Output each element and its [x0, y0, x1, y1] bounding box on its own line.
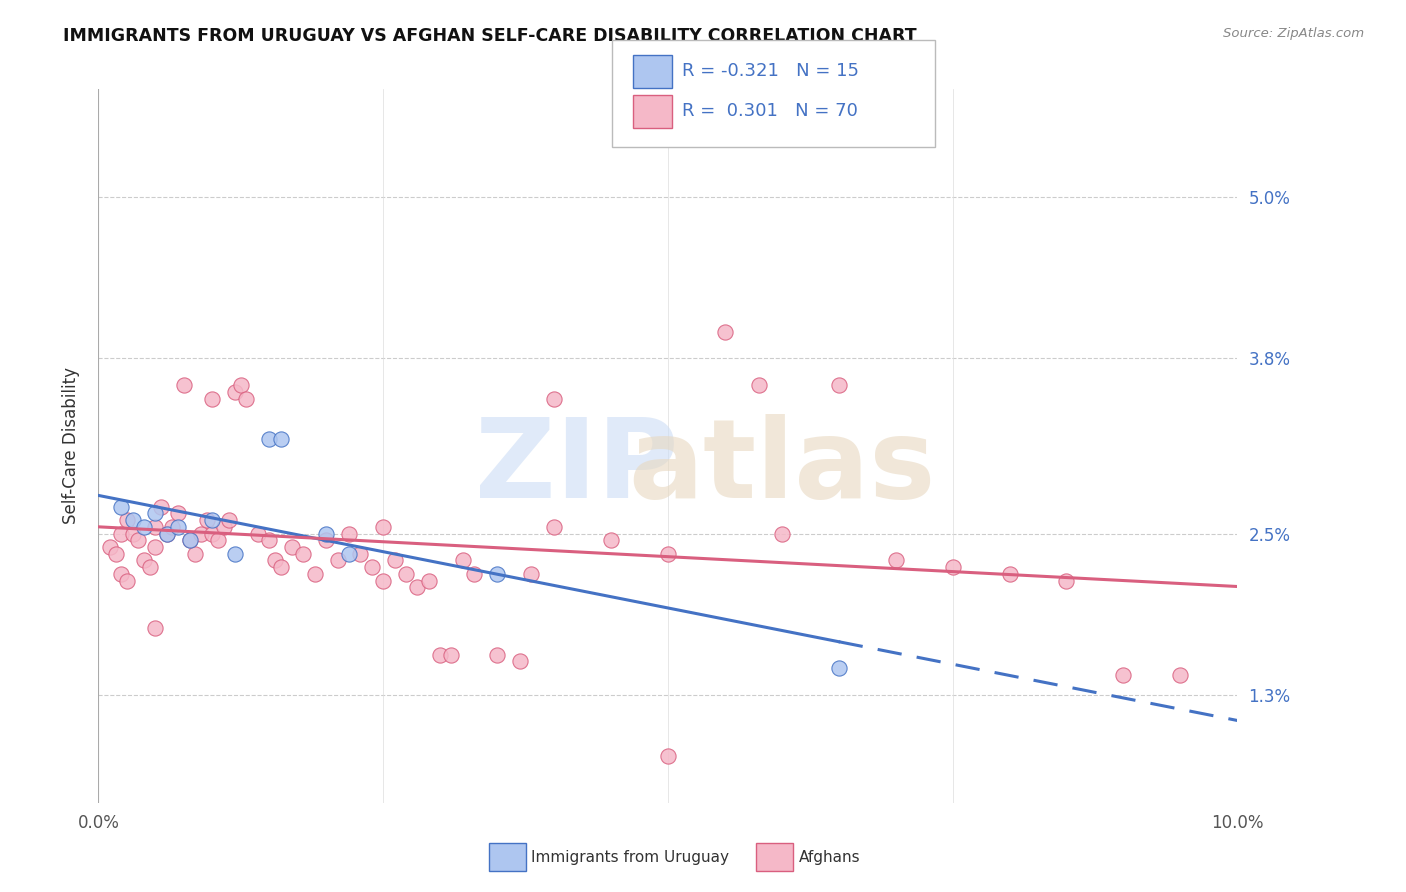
Text: Source: ZipAtlas.com: Source: ZipAtlas.com	[1223, 27, 1364, 40]
Point	[156, 526, 179, 541]
Text: R = -0.321   N = 15: R = -0.321 N = 15	[682, 62, 859, 80]
Point	[150, 500, 173, 514]
Point	[418, 574, 440, 588]
Point	[207, 533, 229, 548]
Point	[337, 526, 360, 541]
Point	[138, 560, 160, 574]
Point	[371, 574, 394, 588]
Point	[1056, 574, 1078, 588]
Point	[429, 648, 451, 662]
Point	[657, 748, 679, 763]
Point	[167, 506, 190, 520]
Point	[1170, 668, 1192, 682]
Point	[486, 566, 509, 581]
Point	[201, 392, 224, 406]
Point	[224, 385, 246, 400]
Point	[235, 392, 257, 406]
Point	[132, 520, 155, 534]
Point	[520, 566, 543, 581]
Point	[201, 513, 224, 527]
Point	[212, 520, 235, 534]
Point	[748, 378, 770, 392]
Point	[315, 533, 337, 548]
Point	[110, 500, 132, 514]
Point	[246, 526, 269, 541]
Text: IMMIGRANTS FROM URUGUAY VS AFGHAN SELF-CARE DISABILITY CORRELATION CHART: IMMIGRANTS FROM URUGUAY VS AFGHAN SELF-C…	[63, 27, 917, 45]
Point	[145, 540, 167, 554]
Point	[110, 526, 132, 541]
Point	[337, 547, 360, 561]
Point	[190, 526, 212, 541]
Point	[179, 533, 201, 548]
Point	[110, 566, 132, 581]
Point	[224, 547, 246, 561]
Point	[884, 553, 907, 567]
Point	[463, 566, 485, 581]
Point	[451, 553, 474, 567]
Point	[201, 526, 224, 541]
Point	[384, 553, 406, 567]
Point	[195, 513, 218, 527]
Point	[543, 392, 565, 406]
Point	[543, 520, 565, 534]
Point	[132, 553, 155, 567]
Point	[998, 566, 1021, 581]
Point	[145, 520, 167, 534]
Point	[371, 520, 394, 534]
Point	[326, 553, 349, 567]
Text: atlas: atlas	[628, 414, 935, 521]
Point	[173, 378, 195, 392]
Point	[486, 648, 509, 662]
Point	[121, 526, 143, 541]
Point	[264, 553, 287, 567]
Point	[360, 560, 382, 574]
Point	[259, 533, 281, 548]
Point	[167, 520, 190, 534]
Point	[292, 547, 315, 561]
Point	[104, 547, 127, 561]
Y-axis label: Self-Care Disability: Self-Care Disability	[62, 368, 80, 524]
Point	[121, 513, 143, 527]
Text: ZIP: ZIP	[475, 414, 679, 521]
Point	[942, 560, 965, 574]
Point	[98, 540, 121, 554]
Point	[179, 533, 201, 548]
Point	[115, 574, 138, 588]
Point	[127, 533, 149, 548]
Point	[1112, 668, 1135, 682]
Point	[657, 547, 679, 561]
Point	[315, 526, 337, 541]
Point	[395, 566, 418, 581]
Point	[145, 506, 167, 520]
Point	[828, 378, 851, 392]
Point	[115, 513, 138, 527]
Text: R =  0.301   N = 70: R = 0.301 N = 70	[682, 103, 858, 120]
Point	[600, 533, 623, 548]
Point	[406, 580, 429, 594]
Point	[145, 621, 167, 635]
Point	[184, 547, 207, 561]
Point	[349, 547, 371, 561]
Point	[229, 378, 252, 392]
Point	[218, 513, 240, 527]
Point	[770, 526, 793, 541]
Text: Afghans: Afghans	[799, 850, 860, 864]
Point	[714, 325, 737, 339]
Point	[162, 520, 184, 534]
Point	[440, 648, 463, 662]
Point	[270, 432, 292, 446]
Point	[281, 540, 304, 554]
Point	[156, 526, 179, 541]
Point	[304, 566, 326, 581]
Point	[259, 432, 281, 446]
Point	[270, 560, 292, 574]
Point	[509, 655, 531, 669]
Point	[828, 661, 851, 675]
Text: Immigrants from Uruguay: Immigrants from Uruguay	[531, 850, 730, 864]
